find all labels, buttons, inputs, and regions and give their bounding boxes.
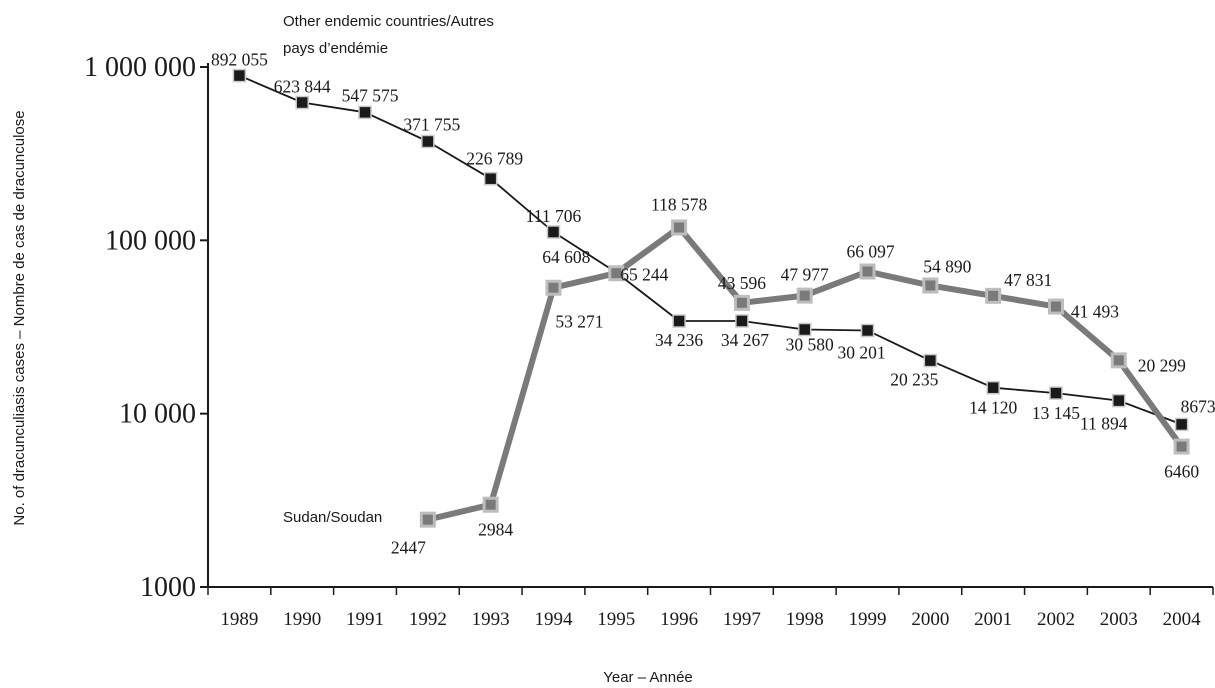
other-endemic-data-label: 34 236 (655, 330, 703, 350)
sudan-point (1047, 298, 1064, 315)
other-endemic-data-label: 14 120 (969, 398, 1017, 418)
sudan-point (545, 279, 562, 296)
sudan-data-label: 64 608 (542, 247, 590, 267)
other-endemic-series-label: Other endemic countries/Autres (283, 13, 494, 30)
other-endemic-data-label: 111 706 (526, 206, 582, 226)
series-layer (232, 68, 1190, 528)
sudan-point (608, 265, 625, 282)
sudan-data-label: 54 890 (923, 256, 971, 276)
other-endemic-point (986, 380, 1000, 395)
sudan-data-label: 20 299 (1138, 355, 1186, 375)
other-endemic-data-label: 547 575 (342, 85, 399, 105)
x-axis-title: Year – Année (603, 669, 693, 686)
x-tick-label: 1999 (849, 609, 887, 630)
y-tick-label: 100 000 (105, 225, 196, 256)
x-tick-label: 1994 (534, 609, 573, 630)
other-endemic-point (483, 171, 498, 186)
x-tick-label: 1996 (660, 609, 698, 630)
sudan-data-label: 118 578 (651, 195, 707, 215)
other-endemic-data-label: 34 267 (721, 330, 769, 350)
y-tick-label: 1 000 000 (84, 52, 196, 83)
other-endemic-point (1049, 386, 1063, 400)
sudan-data-label: 66 097 (846, 242, 894, 262)
other-endemic-point (421, 134, 435, 149)
sudan-point (1173, 438, 1190, 455)
sudan-point (419, 511, 436, 528)
sudan-data-label: 47 977 (781, 265, 829, 285)
sudan-point (985, 287, 1002, 304)
sudan-data-label: 53 271 (555, 312, 603, 332)
other-endemic-data-label: 226 789 (466, 149, 523, 169)
x-tick-label: 2001 (974, 609, 1012, 630)
y-tick-label: 10 000 (119, 399, 196, 430)
y-tick-label: 1000 (140, 572, 196, 603)
other-endemic-point (546, 225, 561, 239)
sudan-data-label: 47 831 (1004, 270, 1052, 290)
x-tick-label: 2003 (1100, 609, 1138, 630)
other-endemic-point (358, 105, 372, 120)
sudan-series-label: Sudan/Soudan (283, 509, 382, 526)
other-endemic-data-label: 13 145 (1032, 403, 1080, 423)
other-endemic-point (672, 314, 686, 328)
other-endemic-data-label: 20 235 (890, 370, 938, 390)
other-endemic-data-label: 371 755 (403, 114, 460, 134)
other-endemic-point (923, 353, 938, 368)
other-endemic-data-label: 892 055 (211, 50, 268, 70)
sudan-data-label: 2984 (478, 520, 513, 540)
sudan-point (922, 277, 939, 294)
sudan-point (859, 263, 876, 280)
other-endemic-point (295, 95, 309, 110)
x-tick-label: 2004 (1163, 609, 1202, 630)
x-tick-label: 2000 (911, 609, 949, 630)
other-endemic-point (735, 314, 749, 328)
x-tick-label: 1992 (409, 609, 447, 630)
x-tick-label: 1989 (220, 609, 258, 630)
x-tick-label: 1990 (283, 609, 321, 630)
other-endemic-point (1112, 393, 1126, 408)
sudan-data-label: 43 596 (718, 273, 766, 293)
other-endemic-line (239, 74, 1182, 426)
other-endemic-point (797, 322, 812, 337)
other-endemic-point (860, 323, 875, 338)
sudan-point (1110, 352, 1127, 369)
x-tick-label: 1993 (472, 609, 510, 630)
axes: 1000 10 000 100 000 1 000 000 1989 1990 1991 19… (84, 52, 1214, 630)
sudan-data-label: 41 493 (1071, 302, 1119, 322)
x-tick-label: 1998 (786, 609, 824, 630)
other-endemic-data-label: 30 580 (786, 335, 834, 355)
other-endemic-data-label: 30 201 (837, 342, 885, 362)
other-endemic-data-label: 65 244 (620, 264, 668, 284)
x-tick-label: 2002 (1037, 609, 1075, 630)
other-endemic-data-label: 11 894 (1080, 414, 1128, 434)
other-endemic-series-label: pays d’endémie (283, 40, 388, 57)
other-endemic-data-label: 623 844 (274, 77, 331, 97)
other-endemic-point (1174, 417, 1189, 432)
other-endemic-data-label: 8673 (1181, 396, 1215, 416)
sudan-data-label: 2447 (391, 538, 426, 558)
sudan-point (796, 287, 813, 304)
x-tick-label: 1997 (723, 609, 761, 630)
x-tick-label: 1991 (346, 609, 384, 630)
sudan-data-label: 6460 (1164, 462, 1199, 482)
x-tick-label: 1995 (597, 609, 635, 630)
sudan-point (671, 219, 688, 236)
other-endemic-point (232, 68, 247, 83)
y-axis-title: No. of dracunculiasis cases – Nombre de … (11, 110, 28, 525)
sudan-point (733, 294, 750, 311)
sudan-point (482, 496, 499, 513)
